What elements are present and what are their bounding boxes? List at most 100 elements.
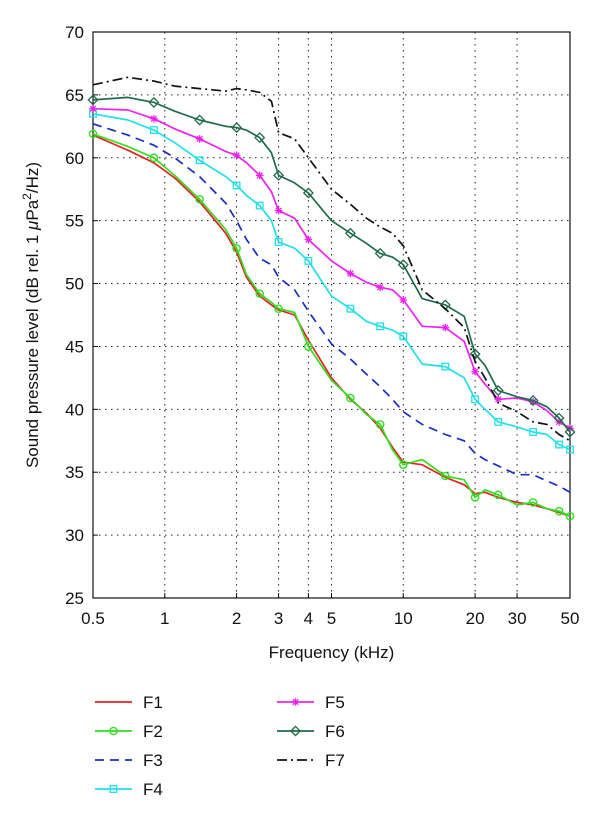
data-point <box>149 126 158 135</box>
y-axis-label-sup: 2 <box>20 193 34 200</box>
data-point <box>344 227 356 239</box>
data-point <box>150 114 158 123</box>
data-point <box>255 289 265 298</box>
data-point <box>87 94 99 106</box>
y-axis-label-unit: Pa <box>23 199 42 220</box>
data-point <box>440 471 450 481</box>
x-tick-label: 0.5 <box>81 609 105 628</box>
data-point <box>231 122 243 134</box>
data-point <box>302 187 314 199</box>
y-axis-label-mu: μ <box>23 220 42 231</box>
data-point <box>232 151 241 160</box>
data-point <box>529 428 538 436</box>
x-tick-label: 4 <box>304 609 313 628</box>
x-tick-label: 10 <box>394 609 413 628</box>
data-point <box>493 490 503 500</box>
data-point <box>195 135 204 143</box>
y-tick-label: 60 <box>65 149 84 168</box>
legend-label: F3 <box>143 751 163 770</box>
x-tick-label: 50 <box>561 609 580 628</box>
data-point <box>553 412 565 424</box>
y-tick-label: 25 <box>65 589 84 608</box>
data-point <box>564 426 576 438</box>
data-point <box>441 323 450 332</box>
x-tick-label: 3 <box>274 609 283 628</box>
data-point <box>398 460 408 469</box>
x-tick-label: 20 <box>466 609 485 628</box>
legend-marker <box>109 785 118 793</box>
y-tick-label: 50 <box>65 275 84 294</box>
series-layer <box>87 76 576 521</box>
legend-marker <box>291 698 300 706</box>
legend-item-F2: F2 <box>95 722 163 741</box>
series-line <box>92 96 571 433</box>
y-tick-label: 45 <box>65 337 84 356</box>
y-axis-label-main: Sound pressure level (dB rel. 1 <box>23 230 42 468</box>
legend-marker <box>109 726 118 736</box>
data-point <box>149 153 159 163</box>
data-point <box>304 342 313 351</box>
legend-item-F3: F3 <box>95 751 163 770</box>
legend-item-F1: F1 <box>95 693 163 712</box>
legend-item-F5: F5 <box>277 693 345 712</box>
data-point <box>397 259 409 271</box>
data-point <box>494 417 503 426</box>
data-point <box>195 156 204 165</box>
data-point <box>469 348 481 360</box>
data-point <box>529 397 537 406</box>
x-tick-label: 5 <box>327 609 336 628</box>
data-point <box>399 296 408 304</box>
y-axis: 25 30 35 40 45 50 55 60 65 70 <box>65 23 98 608</box>
data-point <box>232 181 241 190</box>
legend-item-F6: F6 <box>277 722 345 741</box>
data-point <box>554 506 564 516</box>
series-line <box>92 122 571 494</box>
data-point <box>89 104 97 113</box>
data-point <box>470 493 480 502</box>
x-tick-label: 1 <box>160 609 169 628</box>
data-point <box>274 238 283 246</box>
y-tick-label: 65 <box>65 86 84 105</box>
data-point <box>254 132 266 144</box>
legend-label: F4 <box>143 780 163 799</box>
y-tick-label: 40 <box>65 400 84 419</box>
data-point <box>494 395 503 404</box>
y-tick-label: 70 <box>65 23 84 42</box>
data-point <box>148 96 160 108</box>
data-point <box>375 420 385 429</box>
x-axis-label: Frequency (kHz) <box>269 643 395 662</box>
y-tick-label: 55 <box>65 212 84 231</box>
legend-label: F7 <box>325 751 345 770</box>
data-point <box>232 244 241 253</box>
data-point <box>492 384 504 396</box>
legend-label: F1 <box>143 693 163 712</box>
data-point <box>399 332 408 341</box>
y-axis-label-tail: /Hz) <box>23 162 42 193</box>
data-point <box>88 129 98 139</box>
data-point <box>273 169 285 181</box>
x-tick-label: 30 <box>508 609 527 628</box>
data-point <box>471 395 480 404</box>
data-point <box>346 269 355 278</box>
data-point <box>527 395 539 407</box>
data-point <box>555 440 564 449</box>
data-point <box>441 362 450 371</box>
series-F2 <box>88 129 575 521</box>
legend-label: F2 <box>143 722 163 741</box>
data-point <box>346 304 355 313</box>
data-point <box>376 322 385 331</box>
y-tick-label: 35 <box>65 463 84 482</box>
series-F4 <box>89 109 574 454</box>
grid-lines <box>93 32 570 598</box>
legend-label: F5 <box>325 693 345 712</box>
data-point <box>346 393 355 403</box>
x-tick-label: 2 <box>232 609 241 628</box>
data-point <box>274 304 283 314</box>
data-point <box>304 256 313 265</box>
x-axis: 0.5 1 2 3 4 5 10 20 30 50 <box>81 593 579 628</box>
legend: F1 F5 F2 F6 F3 F7 F4 <box>95 693 345 799</box>
data-point <box>274 206 283 215</box>
data-point <box>255 201 264 210</box>
data-point <box>471 367 479 376</box>
